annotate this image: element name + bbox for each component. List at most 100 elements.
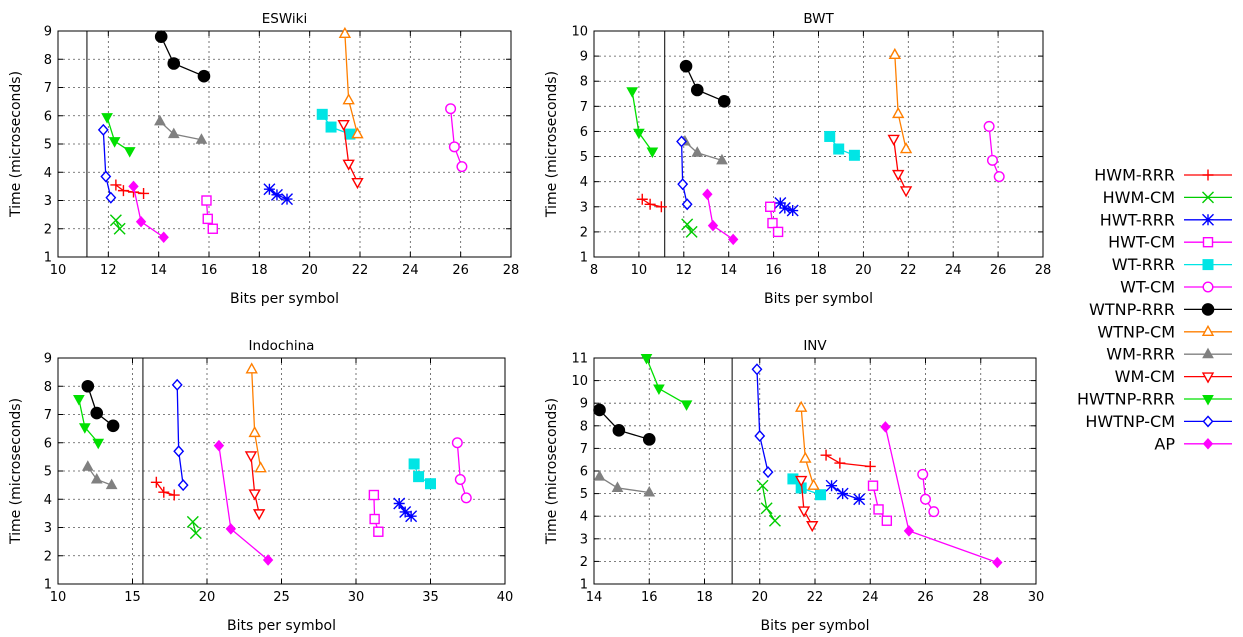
- data-point: [676, 135, 687, 148]
- x-tick-label: 16: [765, 263, 782, 278]
- y-axis-label: Time (microseconds): [544, 398, 560, 545]
- data-point: [794, 400, 808, 412]
- data-point: [717, 95, 731, 108]
- chart-title: Indochina: [249, 338, 315, 354]
- data-point: [786, 204, 799, 217]
- data-point: [917, 468, 929, 480]
- series-wt-rrr: [408, 458, 436, 490]
- y-tick-label: 8: [580, 419, 588, 434]
- data-point: [834, 457, 846, 469]
- data-point: [123, 147, 136, 158]
- series-line-wtnp-rrr: [685, 65, 725, 102]
- x-tick-label: 25: [273, 590, 290, 605]
- data-point: [799, 451, 812, 463]
- data-point: [677, 178, 689, 191]
- x-tick-label: 28: [972, 590, 989, 605]
- legend-item-wm-rrr: WM-RRR: [1106, 345, 1232, 364]
- data-point: [636, 193, 648, 205]
- data-point: [833, 143, 845, 155]
- x-tick-label: 14: [150, 263, 167, 278]
- data-point: [691, 146, 704, 157]
- series-line-wtnp-cm: [800, 407, 815, 486]
- data-point: [154, 114, 166, 126]
- data-point: [728, 233, 739, 246]
- data-point: [751, 363, 763, 376]
- y-tick-label: 7: [44, 408, 52, 423]
- x-tick-label: 30: [1028, 590, 1045, 605]
- y-tick-label: 5: [44, 138, 52, 153]
- data-point: [135, 215, 147, 228]
- data-point: [248, 425, 261, 438]
- legend-marker: [1202, 169, 1214, 181]
- data-point: [207, 223, 218, 234]
- series-wt-cm: [445, 103, 468, 173]
- series-hwtnp-rrr: [73, 394, 105, 450]
- data-point: [177, 479, 189, 492]
- series-wt-rrr: [787, 473, 827, 501]
- series-hwm-cm: [756, 479, 781, 527]
- y-tick-label: 3: [580, 532, 588, 547]
- x-tick-label: 22: [900, 263, 917, 278]
- data-point: [887, 134, 900, 146]
- series-hwm-rrr: [820, 449, 876, 472]
- series-wtnp-rrr: [154, 30, 211, 83]
- legend-item-hwtnp-rrr: HWTNP-RRR: [1077, 390, 1232, 409]
- series-hwt-rrr: [263, 183, 294, 206]
- data-point: [612, 424, 626, 437]
- data-point: [767, 217, 778, 229]
- series-wm-rrr: [81, 460, 118, 490]
- data-point: [337, 120, 350, 132]
- data-point: [201, 195, 212, 206]
- y-axis-label: Time (microseconds): [544, 71, 560, 218]
- series-wm-rrr: [154, 114, 208, 144]
- legend-label: WTNP-CM: [1097, 322, 1175, 341]
- data-point: [252, 509, 266, 521]
- data-point: [864, 460, 876, 472]
- y-tick-label: 9: [44, 352, 52, 367]
- data-point: [106, 419, 120, 433]
- data-point: [109, 214, 122, 227]
- data-point: [128, 180, 139, 193]
- data-point: [105, 478, 118, 490]
- data-point: [644, 198, 656, 210]
- data-point: [108, 137, 121, 148]
- chart-inv: 14 16 18 20 22 24 26 28 30 1 2 3 4 5 6 7 8 9 10 11 INV Bits p…: [544, 338, 1044, 634]
- data-point: [316, 108, 328, 120]
- data-point: [244, 451, 258, 463]
- data-point: [992, 556, 1003, 569]
- series-hwt-cm: [201, 195, 218, 234]
- series-hwtnp-cm: [97, 123, 117, 204]
- data-point: [195, 133, 208, 144]
- data-point: [593, 470, 606, 481]
- data-point: [150, 476, 162, 488]
- x-tick-label: 10: [50, 590, 67, 605]
- x-tick-label: 40: [497, 590, 514, 605]
- data-point: [90, 406, 104, 420]
- series-wm-rrr: [679, 134, 728, 165]
- legend-item-wt-rrr: WT-RRR: [1112, 255, 1232, 274]
- data-point: [754, 429, 766, 443]
- data-point: [702, 188, 713, 200]
- series-ap: [880, 421, 1003, 569]
- data-point: [806, 521, 819, 533]
- legend-label: HWT-CM: [1108, 233, 1175, 252]
- x-tick-label: 22: [352, 263, 369, 278]
- series-hwtnp-rrr: [626, 87, 659, 159]
- x-tick-label: 8: [590, 263, 598, 278]
- series-line-wm-cm: [250, 455, 260, 514]
- y-tick-label: 7: [44, 81, 52, 96]
- series-ap: [128, 180, 169, 243]
- series-line-hwtnp-cm: [756, 369, 769, 473]
- data-point: [448, 141, 460, 153]
- x-tick-label: 24: [862, 590, 879, 605]
- series-line-hwtnp-rrr: [645, 357, 687, 405]
- data-point: [213, 439, 225, 452]
- data-point: [983, 120, 995, 132]
- data-point: [270, 188, 283, 201]
- series-line-hwtnp-cm: [102, 129, 112, 198]
- data-point: [92, 438, 105, 450]
- data-point: [368, 489, 380, 501]
- series-hwt-rrr: [774, 197, 799, 217]
- data-point: [815, 489, 827, 501]
